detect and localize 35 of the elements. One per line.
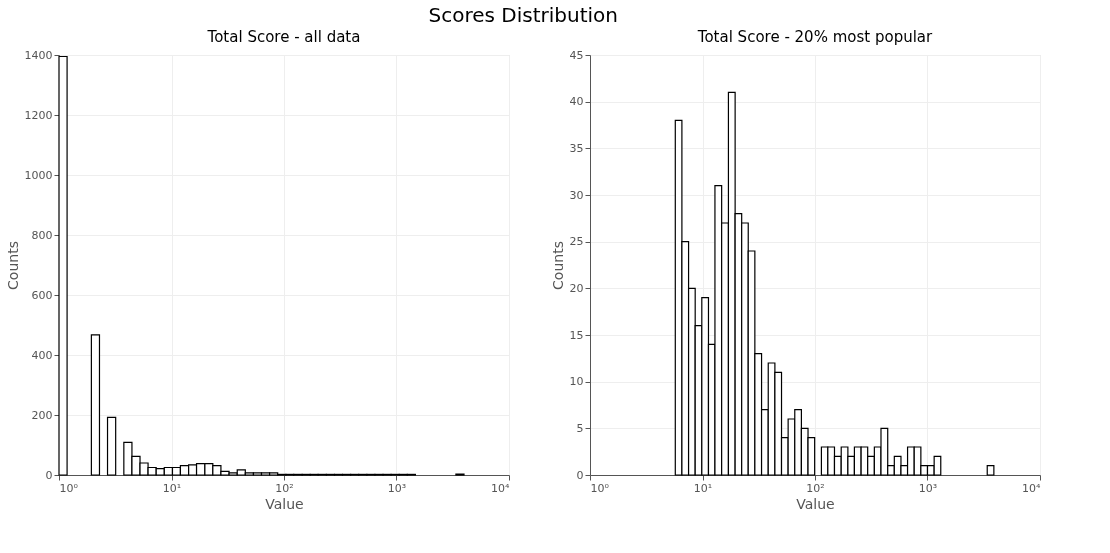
y-tick-label: 15: [569, 328, 584, 342]
y-tick-label: 1400: [24, 48, 53, 62]
y-tick-label: 25: [569, 235, 584, 249]
text: Scores Distribution: [428, 2, 618, 27]
x-tick-label: 10⁰: [590, 481, 610, 495]
y-tick-label: 200: [31, 408, 53, 422]
x-tick-label: 10⁰: [59, 481, 79, 495]
y-tick-label: 400: [31, 348, 53, 362]
y-tick-label: 10: [569, 375, 584, 389]
y-tick-label: 45: [569, 48, 584, 62]
x-axis-title: Value: [265, 495, 304, 512]
y-tick-label: 40: [569, 95, 584, 109]
x-tick-label: 10²: [275, 481, 294, 495]
y-tick-label: 600: [31, 288, 53, 302]
y-axis-title: Counts: [4, 241, 21, 290]
y-axis-title: Counts: [549, 241, 566, 290]
y-tick-label: 35: [569, 141, 584, 155]
x-tick-label: 10¹: [162, 481, 182, 495]
y-tick-label: 5: [576, 421, 584, 435]
x-tick-label: 10⁴: [491, 481, 511, 495]
y-tick-label: 0: [45, 468, 53, 482]
x-tick-label: 10³: [918, 481, 938, 495]
y-tick-label: 1000: [24, 168, 53, 182]
x-tick-label: 10¹: [693, 481, 713, 495]
chart-title: Total Score - all data: [206, 28, 361, 46]
y-tick-label: 30: [569, 188, 584, 202]
x-axis-title: Value: [796, 495, 835, 512]
x-tick-label: 10⁴: [1022, 481, 1042, 495]
y-tick-label: 0: [576, 468, 584, 482]
chart-title: Total Score - 20% most popular: [696, 28, 934, 46]
x-tick-label: 10²: [806, 481, 825, 495]
y-tick-label: 800: [31, 228, 53, 242]
x-tick-label: 10³: [387, 481, 407, 495]
y-tick-label: 1200: [24, 108, 53, 122]
y-tick-label: 20: [569, 281, 584, 295]
